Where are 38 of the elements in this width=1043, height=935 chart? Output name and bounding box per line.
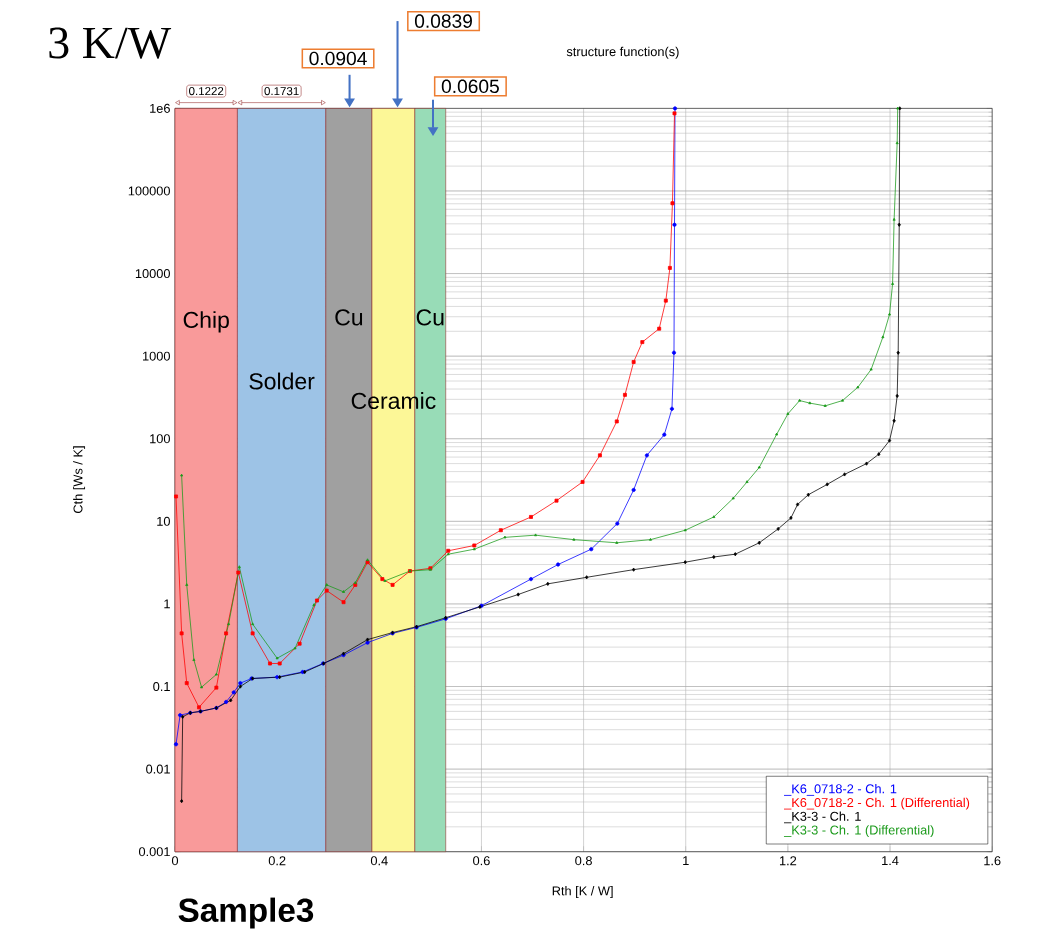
text: _K3-3 - Ch. 1 — [783, 811, 861, 824]
y-tick-label: 100 — [150, 434, 170, 444]
y-tick-label: 100000 — [128, 186, 170, 196]
x-tick-label: 1.2 — [779, 856, 797, 866]
y-tick-label: 1000 — [143, 351, 170, 361]
x-tick-label: 0 — [171, 856, 179, 866]
y-tick-label: 0.1 — [153, 681, 170, 691]
text: 0.1731 — [264, 86, 299, 96]
y-tick-label: 10000 — [135, 268, 170, 279]
text: _K6_0718-2 - Ch. 1 — [783, 783, 897, 796]
text: 0.0904 — [309, 51, 367, 66]
band-label: Solder — [249, 372, 315, 390]
text: 0.1222 — [189, 86, 224, 96]
text: _K3-3 - Ch. 1 (Differential) — [783, 825, 934, 838]
text: 0.0839 — [414, 14, 472, 28]
x-tick-label: 1.4 — [882, 856, 899, 865]
y-tick-label: 0.001 — [138, 847, 170, 857]
band-label: Cu — [416, 309, 444, 326]
x-tick-label: 0.6 — [473, 856, 490, 866]
x-axis-title: Rth [K / W] — [552, 885, 613, 898]
y-axis-title: Cth [Ws / K] — [73, 446, 86, 513]
text: Sample3 — [178, 897, 314, 929]
x-tick-label: 0.4 — [370, 856, 388, 866]
band-label: Chip — [183, 311, 229, 333]
text: 3 K/W — [49, 27, 172, 59]
y-tick-label: 0.01 — [146, 764, 170, 774]
x-tick-label: 0.2 — [268, 856, 286, 866]
chart-title: structure function(s) — [566, 46, 679, 59]
text: 0.0605 — [441, 79, 499, 94]
band-label: Cu — [335, 309, 363, 326]
y-tick-label: 1e6 — [150, 103, 170, 113]
x-tick-label: 1.6 — [984, 856, 1001, 866]
y-tick-label: 1 — [164, 599, 170, 609]
x-tick-label: 1 — [683, 856, 689, 865]
y-tick-label: 10 — [157, 516, 170, 526]
band-label: Ceramic — [351, 392, 436, 409]
x-tick-label: 0.8 — [575, 856, 592, 866]
text: _K6_0718-2 - Ch. 1 (Differential) — [783, 797, 970, 810]
